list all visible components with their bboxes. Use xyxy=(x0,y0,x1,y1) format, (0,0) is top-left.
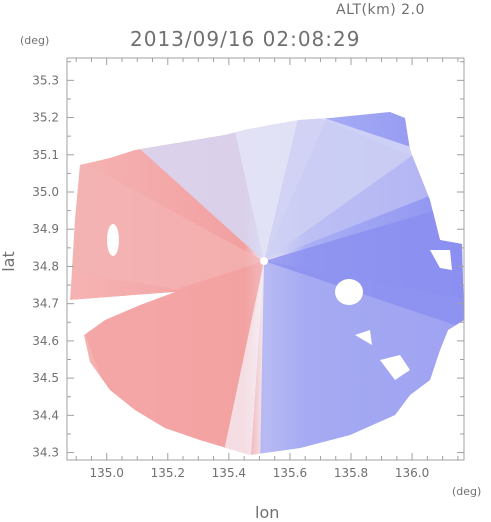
y-tick-label: 34.5 xyxy=(32,371,59,385)
timestamp-title: 2013/09/16 02:08:29 xyxy=(130,27,361,51)
y-tick-label: 34.6 xyxy=(32,334,59,348)
x-tick-label: 135.6 xyxy=(273,466,307,480)
radar-field xyxy=(70,112,464,455)
x-tick-label: 135.4 xyxy=(212,466,246,480)
x-tick-label: 135.8 xyxy=(334,466,368,480)
x-axis-label: lon xyxy=(255,503,280,522)
y-tick-label: 34.9 xyxy=(32,222,59,236)
y-tick-label: 34.4 xyxy=(32,408,59,422)
y-tick-label: 35.0 xyxy=(32,185,59,199)
y-tick-label: 34.7 xyxy=(32,297,59,311)
x-tick-label: 135.0 xyxy=(90,466,124,480)
x-axis-unit: (deg) xyxy=(452,485,482,498)
y-tick-label: 35.3 xyxy=(32,73,59,87)
y-axis-unit: (deg) xyxy=(20,34,50,47)
x-tick-label: 135.2 xyxy=(151,466,185,480)
x-tick-label: 136.0 xyxy=(395,466,429,480)
y-tick-label: 35.1 xyxy=(32,148,59,162)
plot-frame xyxy=(66,57,465,461)
y-tick-label: 34.8 xyxy=(32,259,59,273)
y-tick-label: 35.2 xyxy=(32,111,59,125)
y-tick-label: 34.3 xyxy=(32,446,59,460)
altitude-label: ALT(km) 2.0 xyxy=(336,2,425,18)
